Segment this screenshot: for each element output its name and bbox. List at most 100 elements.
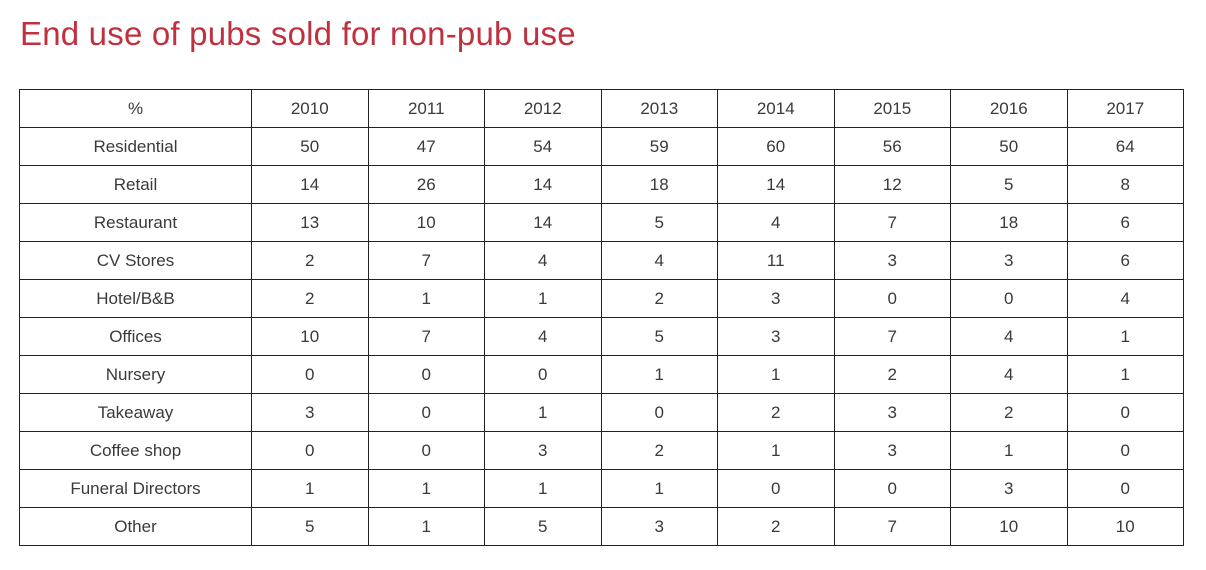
column-header: 2016 bbox=[950, 89, 1068, 128]
table-cell: 54 bbox=[484, 127, 602, 166]
table-cell: 5 bbox=[950, 165, 1068, 204]
table-cell: 0 bbox=[367, 355, 485, 394]
table-row: Retail 14 26 14 18 14 12 5 8 bbox=[19, 165, 1184, 204]
table-body: Residential 50 47 54 59 60 56 50 64 Retail 14 26 14 1… bbox=[19, 127, 1184, 546]
table-cell: 4 bbox=[950, 317, 1068, 356]
table-cell: 12 bbox=[833, 165, 951, 204]
table-cell: 6 bbox=[1066, 241, 1184, 280]
row-label: Hotel/B&B bbox=[19, 279, 252, 318]
table-cell: 2 bbox=[717, 393, 835, 432]
row-label: Other bbox=[19, 507, 252, 546]
table-cell: 60 bbox=[717, 127, 835, 166]
header-row: % 2010 2011 2012 2013 2014 2015 2016 201… bbox=[19, 89, 1184, 128]
table-cell: 10 bbox=[950, 507, 1068, 546]
table-cell: 5 bbox=[600, 317, 718, 356]
table-cell: 14 bbox=[484, 165, 602, 204]
table-cell: 3 bbox=[950, 469, 1068, 508]
table-cell: 2 bbox=[251, 279, 369, 318]
table-cell: 7 bbox=[833, 203, 951, 242]
table-cell: 10 bbox=[251, 317, 369, 356]
table-cell: 26 bbox=[367, 165, 485, 204]
table-cell: 4 bbox=[484, 241, 602, 280]
column-header: 2015 bbox=[833, 89, 951, 128]
table-cell: 2 bbox=[833, 355, 951, 394]
table-cell: 1 bbox=[484, 469, 602, 508]
table-row: Other 5 1 5 3 2 7 10 10 bbox=[19, 507, 1184, 546]
table-cell: 47 bbox=[367, 127, 485, 166]
table-cell: 1 bbox=[251, 469, 369, 508]
table-cell: 11 bbox=[717, 241, 835, 280]
table-cell: 3 bbox=[833, 241, 951, 280]
table-cell: 64 bbox=[1066, 127, 1184, 166]
column-header: 2012 bbox=[484, 89, 602, 128]
table-cell: 7 bbox=[833, 317, 951, 356]
table-cell: 1 bbox=[717, 355, 835, 394]
table-cell: 1 bbox=[367, 469, 485, 508]
table-cell: 4 bbox=[1066, 279, 1184, 318]
table-cell: 1 bbox=[950, 431, 1068, 470]
table-cell: 1 bbox=[717, 431, 835, 470]
table-cell: 1 bbox=[484, 393, 602, 432]
row-label: Coffee shop bbox=[19, 431, 252, 470]
table-cell: 10 bbox=[367, 203, 485, 242]
table-cell: 0 bbox=[833, 279, 951, 318]
table-cell: 3 bbox=[833, 431, 951, 470]
table-cell: 0 bbox=[1066, 431, 1184, 470]
table-cell: 14 bbox=[717, 165, 835, 204]
table-cell: 5 bbox=[251, 507, 369, 546]
table-row: Nursery 0 0 0 1 1 2 4 1 bbox=[19, 355, 1184, 394]
table-header: % 2010 2011 2012 2013 2014 2015 2016 201… bbox=[19, 89, 1184, 128]
table-cell: 2 bbox=[600, 279, 718, 318]
row-label: Offices bbox=[19, 317, 252, 356]
row-label: Restaurant bbox=[19, 203, 252, 242]
table-cell: 2 bbox=[600, 431, 718, 470]
table-cell: 50 bbox=[251, 127, 369, 166]
table-cell: 5 bbox=[484, 507, 602, 546]
table-cell: 14 bbox=[484, 203, 602, 242]
table-cell: 7 bbox=[833, 507, 951, 546]
table-row: Takeaway 3 0 1 0 2 3 2 0 bbox=[19, 393, 1184, 432]
table-cell: 1 bbox=[484, 279, 602, 318]
table-cell: 3 bbox=[600, 507, 718, 546]
table-cell: 6 bbox=[1066, 203, 1184, 242]
table-cell: 1 bbox=[600, 469, 718, 508]
table-cell: 2 bbox=[950, 393, 1068, 432]
table-cell: 1 bbox=[367, 279, 485, 318]
row-label: Retail bbox=[19, 165, 252, 204]
row-label: Residential bbox=[19, 127, 252, 166]
table-cell: 0 bbox=[367, 431, 485, 470]
row-label: Takeaway bbox=[19, 393, 252, 432]
table-cell: 3 bbox=[950, 241, 1068, 280]
table-cell: 14 bbox=[251, 165, 369, 204]
table-cell: 5 bbox=[600, 203, 718, 242]
table-cell: 4 bbox=[484, 317, 602, 356]
data-table: % 2010 2011 2012 2013 2014 2015 2016 201… bbox=[19, 89, 1184, 546]
table-cell: 0 bbox=[251, 355, 369, 394]
table-cell: 18 bbox=[600, 165, 718, 204]
table-cell: 10 bbox=[1066, 507, 1184, 546]
table-cell: 18 bbox=[950, 203, 1068, 242]
table-cell: 3 bbox=[251, 393, 369, 432]
table-row: Hotel/B&B 2 1 1 2 3 0 0 4 bbox=[19, 279, 1184, 318]
table-cell: 0 bbox=[251, 431, 369, 470]
table-row: Offices 10 7 4 5 3 7 4 1 bbox=[19, 317, 1184, 356]
table-cell: 4 bbox=[950, 355, 1068, 394]
table-cell: 7 bbox=[367, 241, 485, 280]
table-cell: 1 bbox=[367, 507, 485, 546]
table-cell: 0 bbox=[833, 469, 951, 508]
row-label: Funeral Directors bbox=[19, 469, 252, 508]
table-cell: 4 bbox=[717, 203, 835, 242]
column-header: 2010 bbox=[251, 89, 369, 128]
table-cell: 3 bbox=[484, 431, 602, 470]
table-cell: 3 bbox=[833, 393, 951, 432]
table-cell: 0 bbox=[600, 393, 718, 432]
column-header: 2013 bbox=[600, 89, 718, 128]
table-row: Coffee shop 0 0 3 2 1 3 1 0 bbox=[19, 431, 1184, 470]
table-row: CV Stores 2 7 4 4 11 3 3 6 bbox=[19, 241, 1184, 280]
row-label: Nursery bbox=[19, 355, 252, 394]
table-cell: 0 bbox=[950, 279, 1068, 318]
table-cell: 3 bbox=[717, 279, 835, 318]
table-cell: 0 bbox=[367, 393, 485, 432]
table-cell: 1 bbox=[1066, 355, 1184, 394]
table-cell: 1 bbox=[1066, 317, 1184, 356]
